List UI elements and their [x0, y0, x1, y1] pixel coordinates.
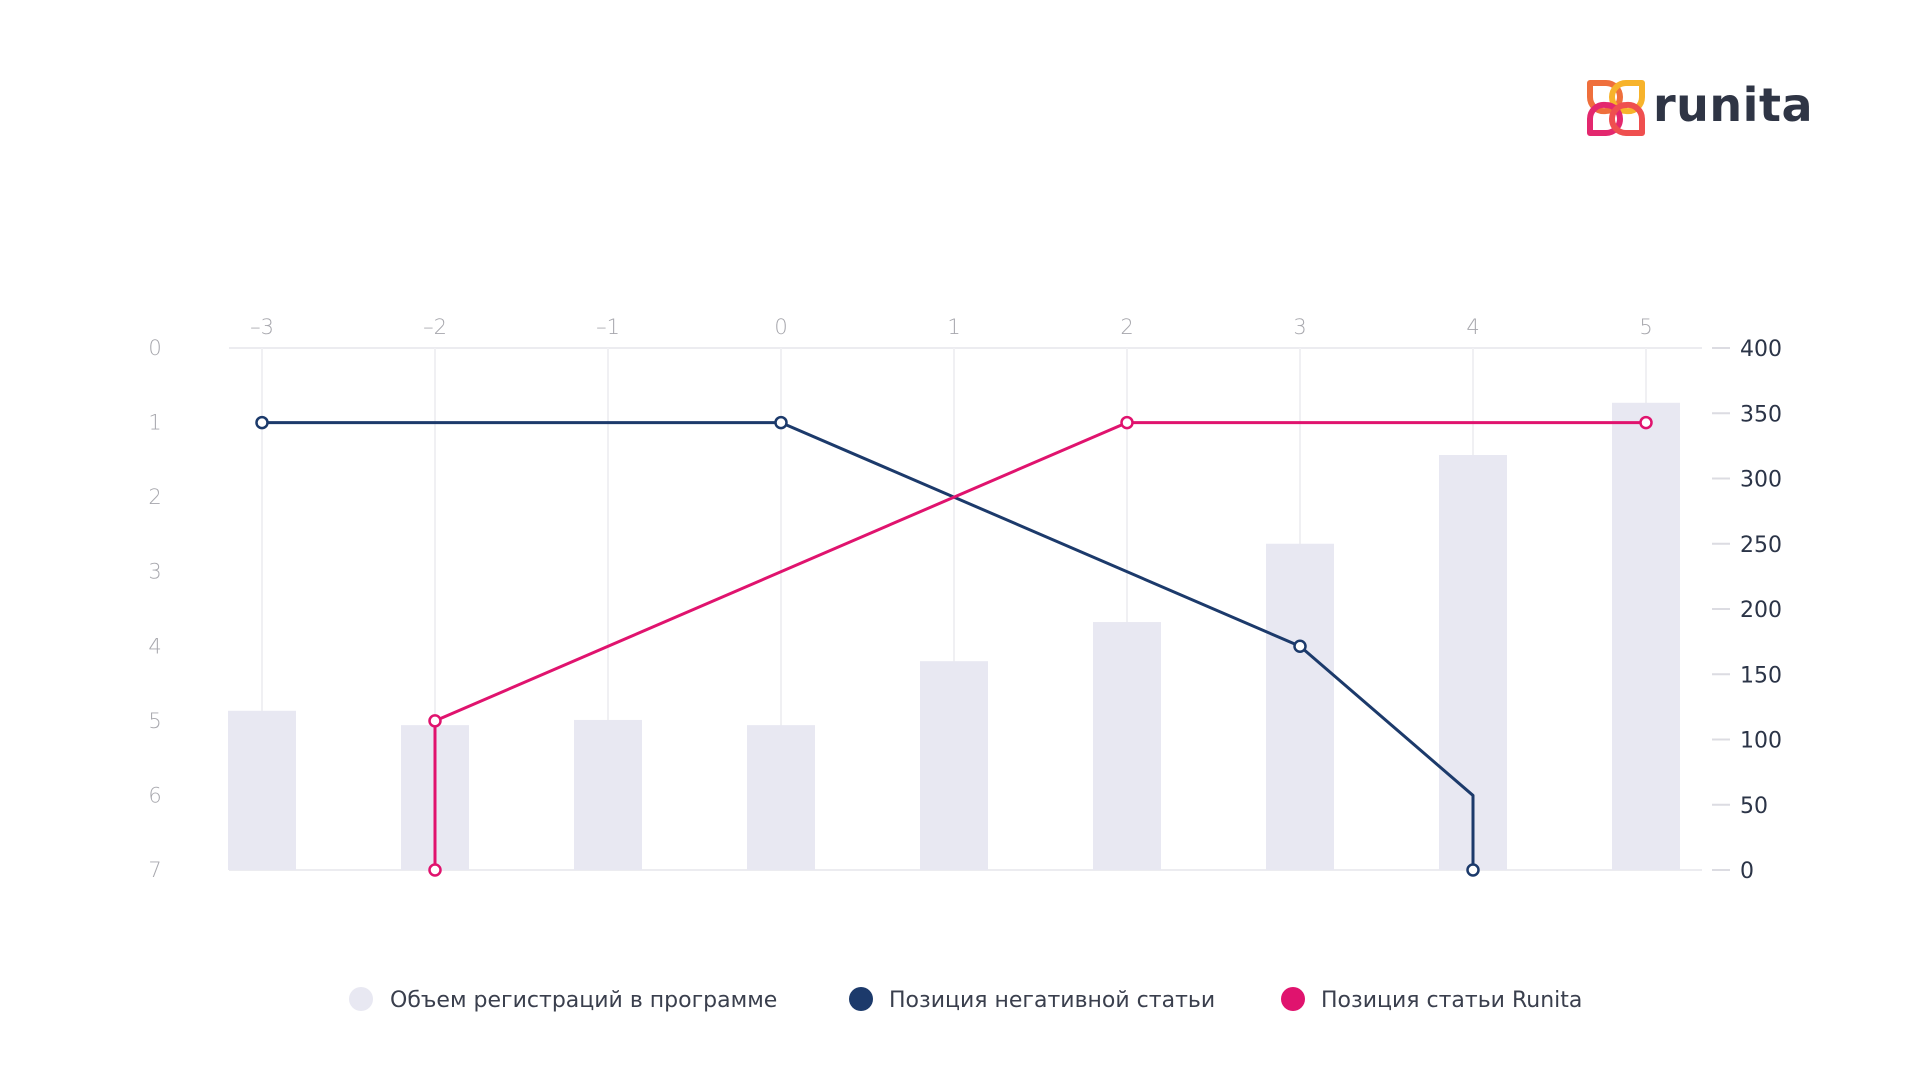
left-tick-label: 2: [148, 485, 161, 509]
right-tick-label: 0: [1740, 859, 1754, 884]
runita-logo: runita: [1586, 78, 1813, 136]
legend: Объем регистраций в программе Позиция не…: [349, 987, 1582, 1013]
legend-swatch-runita-article: [1281, 987, 1305, 1011]
right-tick-label: 350: [1740, 402, 1782, 427]
left-tick-label: 3: [148, 560, 161, 584]
marker-negative-article: [774, 415, 788, 430]
left-tick-label: 7: [148, 858, 161, 882]
x-tick-label: –1: [596, 315, 620, 339]
marker-runita-article: [1120, 415, 1134, 430]
marker-negative-article: [1293, 639, 1307, 654]
marker-negative-article: [1466, 863, 1480, 877]
marker-runita-article: [1639, 415, 1653, 430]
right-axis-ticks: 0 50 100 150 200 250 300 350 400: [1740, 337, 1782, 884]
marker-runita-article: [428, 714, 442, 728]
line-series: [255, 415, 1653, 877]
x-tick-label: –2: [423, 315, 447, 339]
bar: [1093, 622, 1161, 870]
marker-negative-article: [255, 415, 269, 430]
legend-label-registrations: Объем регистраций в программе: [390, 988, 777, 1013]
right-tick-label: 250: [1740, 533, 1782, 558]
x-tick-label: 2: [1120, 315, 1133, 339]
x-tick-label: 1: [947, 315, 960, 339]
marker-runita-article: [428, 863, 442, 877]
right-tick-label: 150: [1740, 663, 1782, 688]
right-tick-label: 400: [1740, 337, 1782, 362]
left-tick-label: 5: [148, 709, 161, 733]
bar: [920, 661, 988, 870]
right-tick-label: 300: [1740, 468, 1782, 493]
x-axis-ticks: –3 –2 –1 0 1 2 3 4 5: [250, 315, 1653, 339]
legend-label-runita-article: Позиция статьи Runita: [1321, 988, 1582, 1013]
right-tick-label: 100: [1740, 729, 1782, 754]
left-tick-label: 4: [148, 634, 161, 658]
x-tick-label: 4: [1466, 315, 1479, 339]
left-axis-ticks: 0 1 2 3 4 5 6 7: [148, 336, 161, 882]
x-tick-label: 0: [774, 315, 787, 339]
bar: [574, 719, 642, 870]
legend-swatch-registrations: [349, 987, 373, 1011]
line-runita-article: [433, 421, 1646, 870]
right-tick-label: 50: [1740, 794, 1768, 819]
x-tick-label: –3: [250, 315, 274, 339]
bar: [1612, 402, 1680, 870]
left-tick-label: 1: [148, 411, 161, 435]
legend-label-negative-article: Позиция негативной статьи: [889, 988, 1215, 1013]
bar: [228, 710, 296, 870]
x-tick-label: 3: [1293, 315, 1306, 339]
runita-logo-text: runita: [1653, 78, 1813, 132]
runita-logo-mark-icon: [1586, 80, 1646, 136]
legend-swatch-negative-article: [849, 987, 873, 1011]
right-tick-label: 200: [1740, 598, 1782, 623]
left-tick-label: 6: [148, 783, 161, 807]
x-tick-label: 5: [1639, 315, 1652, 339]
bar: [747, 725, 815, 870]
left-tick-label: 0: [148, 336, 161, 360]
bar: [1266, 543, 1334, 870]
